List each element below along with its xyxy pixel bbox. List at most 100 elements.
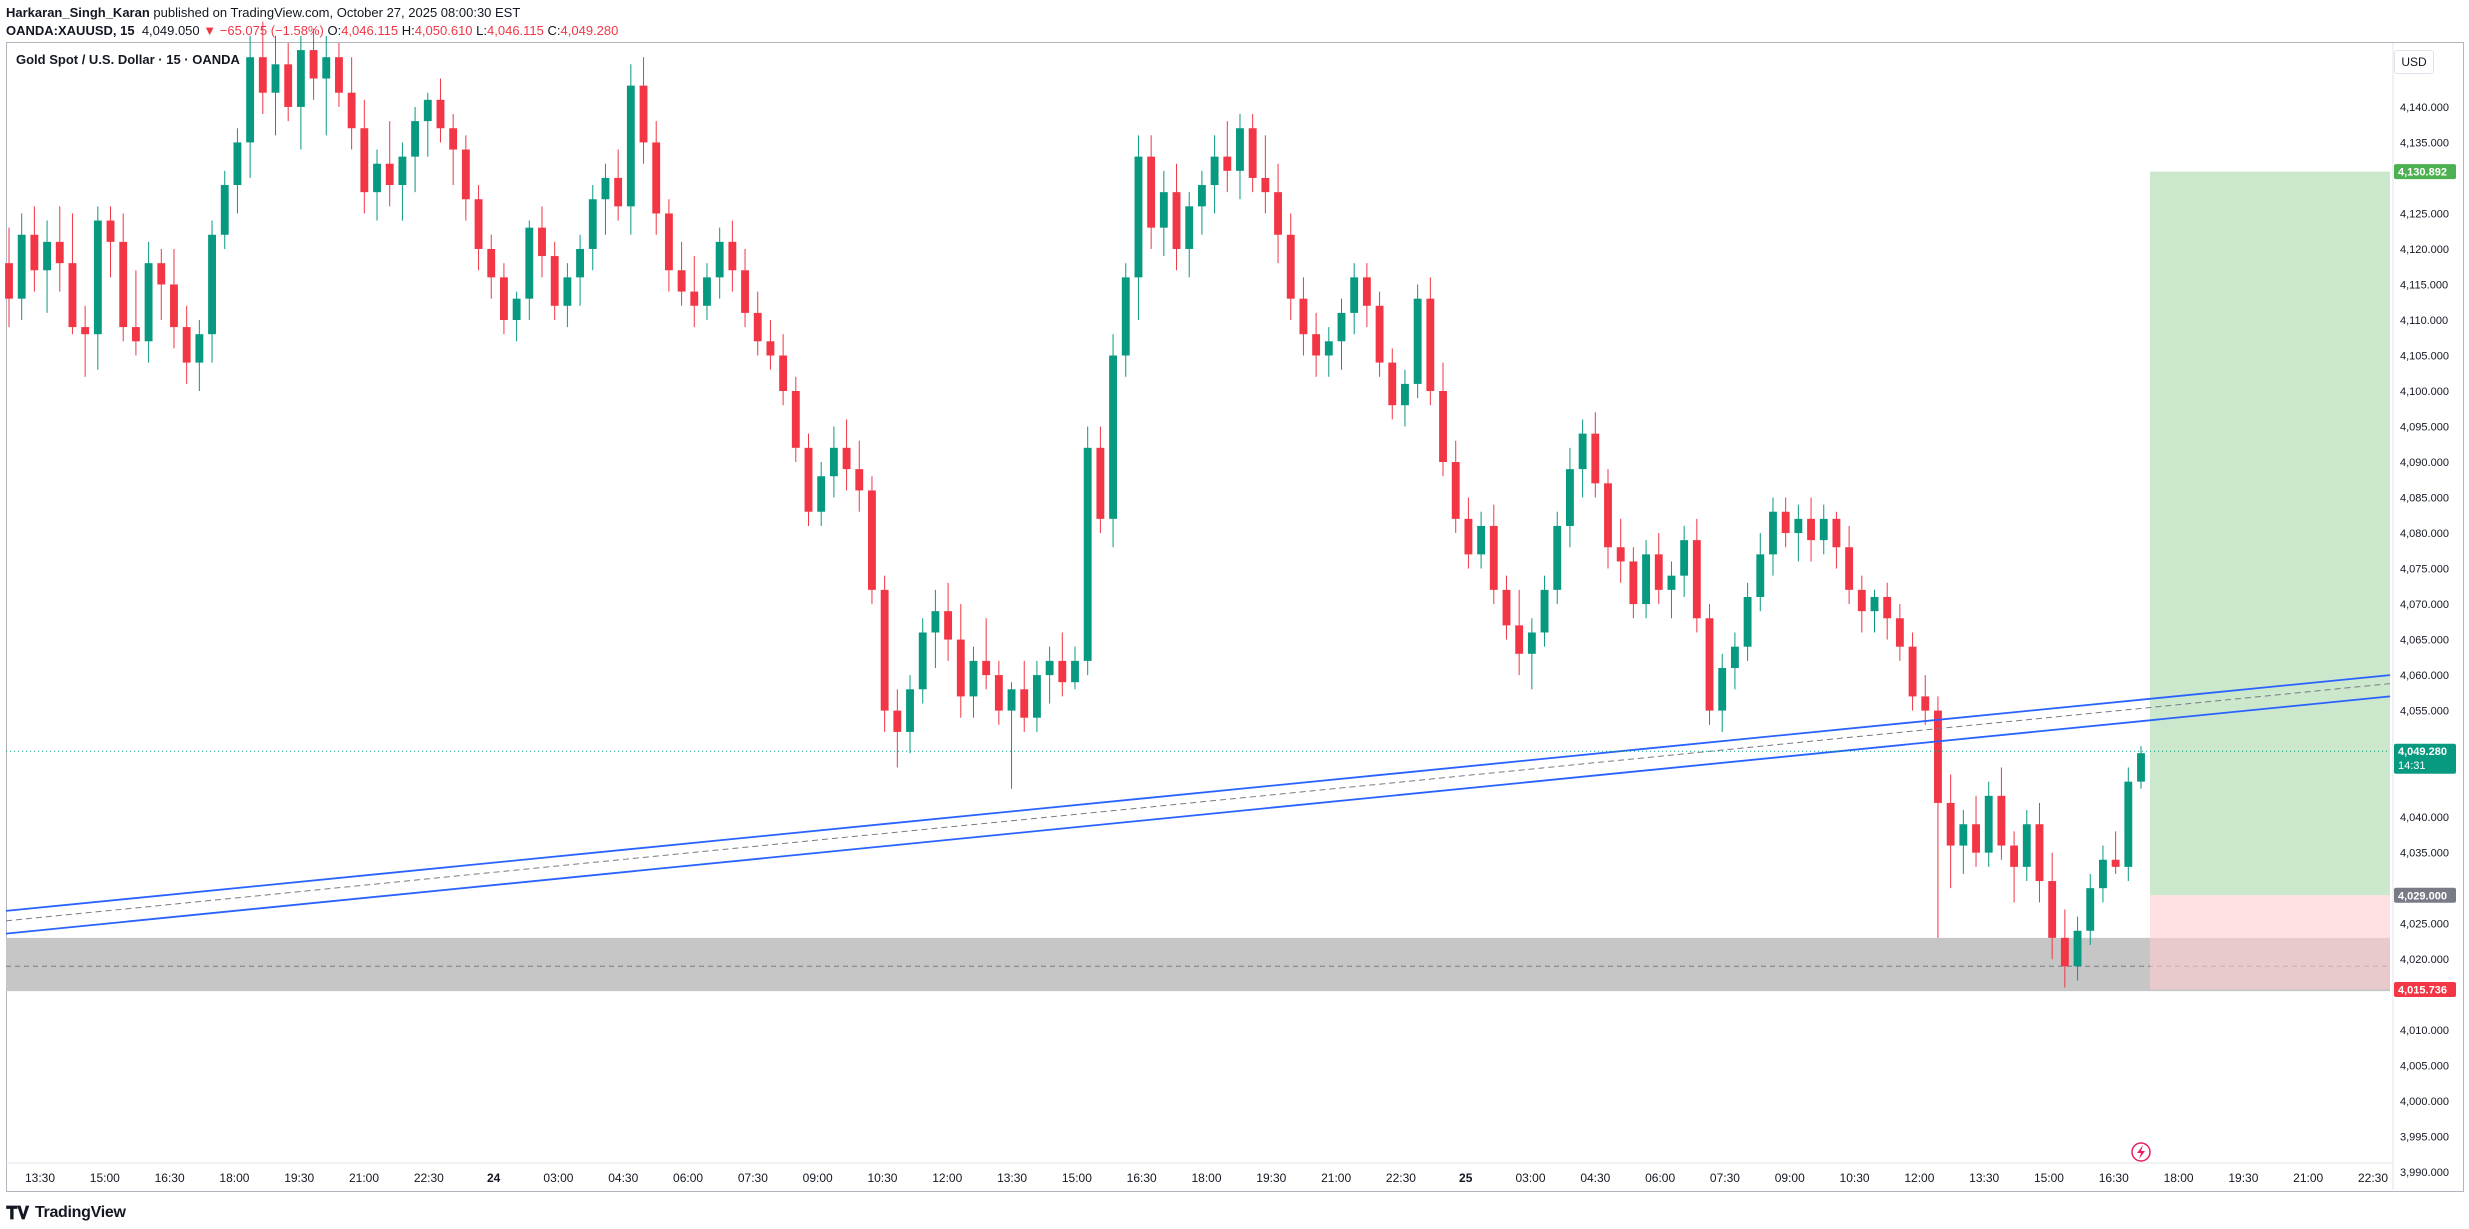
candle-body: [43, 241, 52, 271]
legend-title[interactable]: Gold Spot / U.S. Dollar · 15 · OANDA: [14, 52, 242, 67]
candle: [1274, 163, 1282, 264]
candle-body: [728, 241, 737, 271]
candle-body: [1362, 277, 1371, 306]
candle: [1299, 277, 1308, 356]
price-tick: 4,010.000: [2400, 1025, 2449, 1037]
time-tick: 19:30: [1256, 1171, 1286, 1185]
candle: [309, 28, 318, 100]
candle-body: [1134, 156, 1143, 278]
candle-body: [1121, 277, 1130, 356]
candle: [1312, 312, 1321, 377]
candle-body: [2060, 937, 2069, 967]
candle: [1527, 618, 1536, 690]
candle-body: [563, 277, 572, 306]
candle: [829, 426, 838, 498]
price-tick: 4,125.000: [2400, 208, 2449, 220]
candle-body: [1616, 547, 1625, 562]
candle-body: [893, 710, 902, 732]
time-tick: 12:00: [1904, 1171, 1934, 1185]
candle: [868, 476, 876, 605]
time-tick: 10:30: [1840, 1171, 1870, 1185]
candle-body: [1032, 675, 1041, 718]
currency-button[interactable]: USD: [2394, 50, 2434, 74]
candle-body: [1527, 632, 1536, 654]
candle-body: [512, 298, 521, 320]
candle: [804, 433, 813, 526]
candle: [2010, 831, 2019, 903]
candle-body: [2086, 888, 2095, 931]
candle-body: [55, 241, 64, 264]
candle-body: [1870, 596, 1879, 612]
candle: [2111, 831, 2120, 874]
candle: [487, 234, 496, 299]
candle-body: [1083, 447, 1092, 661]
price-tick: 4,085.000: [2400, 493, 2449, 505]
candle-body: [1756, 554, 1765, 597]
candle-body: [550, 256, 559, 306]
candle-body: [1578, 433, 1587, 470]
candle-body: [1350, 277, 1359, 313]
candle-body: [855, 469, 864, 491]
candle-body: [1464, 518, 1473, 555]
candle: [1134, 135, 1143, 320]
candle-body: [119, 241, 128, 328]
candle-body: [1908, 646, 1917, 697]
candle-body: [525, 227, 534, 299]
price-badge-label: 4,049.280: [2398, 746, 2447, 758]
candle: [461, 135, 470, 221]
candle-body: [804, 447, 813, 512]
candle: [1007, 682, 1016, 789]
candle-body: [703, 277, 711, 306]
candle-body: [1654, 554, 1663, 590]
candle-body: [1261, 177, 1270, 193]
candle: [1337, 298, 1346, 370]
tradingview-logo-icon: 𝐓𝐕: [6, 1202, 29, 1223]
candle: [1515, 589, 1524, 676]
candle: [1578, 419, 1587, 498]
author-name[interactable]: Harkaran_Singh_Karan: [6, 5, 150, 20]
candle-body: [449, 128, 458, 150]
candle-body: [2022, 824, 2031, 867]
support-zone: [6, 937, 2390, 992]
price-axis: 4,140.000 4,135.000 4,125.000 4,120.000 4,11…: [2392, 43, 2449, 1190]
candle: [360, 99, 369, 214]
candle-body: [1223, 156, 1232, 171]
candle: [1857, 575, 1866, 633]
candle-body: [2098, 859, 2107, 889]
candle-body: [296, 50, 305, 107]
candle-body: [842, 447, 851, 470]
candle: [411, 106, 420, 193]
candle: [271, 35, 280, 136]
candle-body: [1426, 298, 1435, 392]
tradingview-footer[interactable]: 𝐓𝐕 TradingView: [6, 1201, 126, 1225]
candle: [1984, 781, 1993, 867]
candle: [322, 35, 331, 136]
candle-body: [1109, 355, 1118, 519]
candles: [5, 21, 2145, 988]
candle-body: [322, 57, 331, 79]
candle: [1616, 518, 1625, 583]
low-label: L:: [476, 23, 488, 38]
price-change: ▼ −65.075 (−1.58%): [203, 23, 324, 38]
candle-body: [309, 50, 318, 79]
candle: [1210, 135, 1219, 214]
candle: [208, 220, 216, 363]
candle: [1553, 511, 1562, 605]
candle: [296, 35, 305, 150]
candle-body: [220, 185, 229, 235]
candle-body: [1553, 525, 1562, 590]
open-label: O:: [327, 23, 342, 38]
price-tick: 4,020.000: [2400, 954, 2449, 966]
time-tick: 25: [1459, 1171, 1473, 1185]
candle: [1870, 589, 1879, 633]
chart-frame[interactable]: [6, 42, 2464, 1192]
candle-body: [1159, 192, 1168, 228]
candle: [2086, 873, 2095, 945]
candle: [55, 206, 64, 292]
price-tick: 4,075.000: [2400, 564, 2449, 576]
price-badge-bg: [2394, 743, 2456, 774]
price-badge: 4,029.000: [2394, 887, 2456, 903]
candle-body: [1565, 469, 1574, 526]
candle-body: [1807, 518, 1815, 541]
